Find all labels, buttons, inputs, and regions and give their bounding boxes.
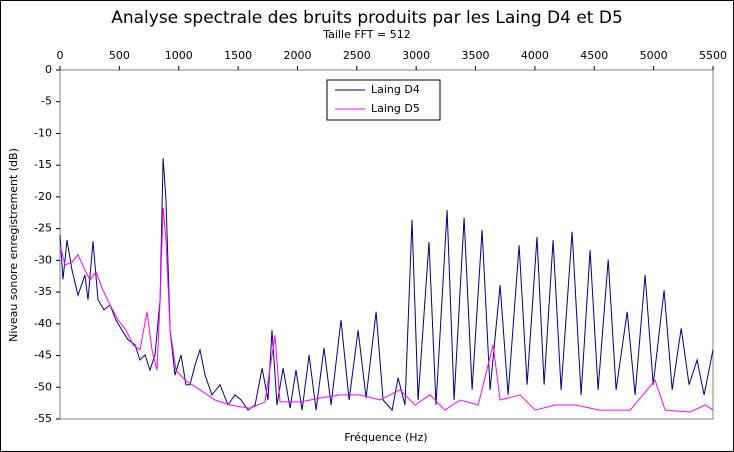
series-line [59,207,714,413]
y-axis-label: Niveau sonore enregistrement (dB) [7,148,20,342]
y-tick-label: -20 [34,190,52,203]
y-tick-label: -45 [34,349,52,362]
x-tick-label: 0 [57,49,64,62]
x-tick-label: 4500 [580,49,608,62]
x-tick-label: 1000 [165,49,193,62]
x-tick-label: 3000 [402,49,430,62]
y-tick-label: -35 [34,285,52,298]
plot-area [59,69,714,420]
chart-subtitle: Taille FFT = 512 [322,28,410,41]
legend-box [326,79,441,121]
y-tick-label: -5 [41,95,52,108]
y-tick-label: -55 [34,412,52,425]
x-tick-label: 1500 [224,49,252,62]
legend-label: Laing D5 [371,102,420,115]
x-tick-label: 4000 [521,49,549,62]
x-tick-label: 5500 [699,49,727,62]
y-tick-label: -25 [34,222,52,235]
x-tick-label: 5000 [640,49,668,62]
y-tick-label: -50 [34,380,52,393]
y-tick-label: -40 [34,317,52,330]
series-line [59,158,714,412]
chart-title: Analyse spectrale des bruits produits pa… [111,8,623,28]
x-tick-label: 2000 [283,49,311,62]
x-tick-label: 3500 [462,49,490,62]
y-tick-label: -10 [34,126,52,139]
x-tick-label: 2500 [343,49,371,62]
y-tick-label: -30 [34,253,52,266]
y-tick-label: 0 [45,63,52,76]
y-tick-label: -15 [34,158,52,171]
x-axis-label: Fréquence (Hz) [344,431,427,444]
x-tick-label: 500 [109,49,130,62]
legend-label: Laing D4 [371,83,420,96]
